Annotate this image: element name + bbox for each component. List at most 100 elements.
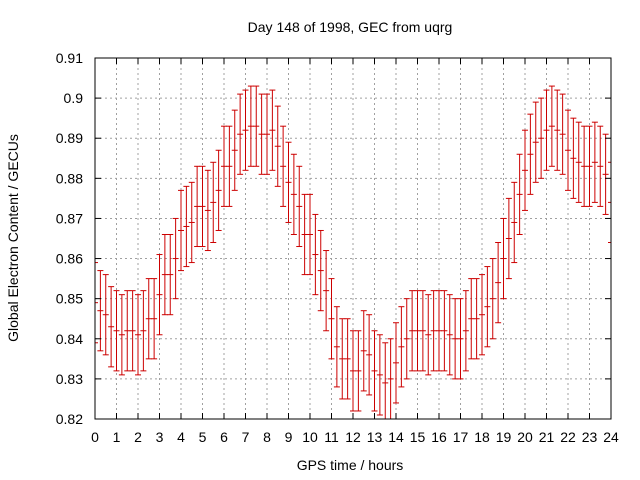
x-tick-label: 18 (474, 429, 490, 445)
error-bar-point (570, 117, 577, 199)
error-bar-point (269, 89, 276, 171)
gec-series (95, 85, 611, 419)
error-bar-point (97, 270, 104, 352)
y-tick-label: 0.87 (56, 210, 83, 226)
error-bar-point (312, 213, 319, 296)
x-tick-label: 19 (496, 429, 512, 445)
error-bar-point (307, 193, 313, 276)
error-bar-point (409, 290, 416, 372)
error-bar-point (376, 334, 383, 416)
error-bar-point (350, 330, 356, 412)
error-bar-point (167, 233, 174, 316)
error-bar-point (215, 149, 222, 231)
error-bar-point (495, 242, 502, 324)
error-bar-point (188, 181, 195, 264)
error-bar-point (366, 314, 373, 396)
x-tick-label: 10 (302, 429, 318, 445)
error-bar-point (344, 318, 351, 400)
x-tick-label: 15 (410, 429, 426, 445)
x-tick-label: 3 (156, 429, 164, 445)
error-bar-point (468, 278, 475, 360)
error-bar-point (581, 125, 588, 207)
error-bar-point (258, 93, 265, 175)
error-bar-point (129, 290, 136, 372)
error-bar-point (419, 290, 426, 372)
error-bar-point (543, 89, 550, 171)
error-bar-point (387, 338, 394, 419)
error-bar-point (328, 278, 335, 360)
y-tick-label: 0.83 (56, 371, 83, 387)
error-bar-point (371, 330, 378, 412)
y-tick-label: 0.9 (64, 90, 84, 106)
y-tick-label: 0.84 (56, 331, 83, 347)
error-bar-point (527, 113, 534, 195)
y-tick-label: 0.86 (56, 251, 83, 267)
x-tick-label: 9 (285, 429, 293, 445)
error-bar-point (505, 197, 512, 280)
x-tick-label: 2 (134, 429, 142, 445)
y-tick-label: 0.85 (56, 291, 83, 307)
error-bar-point (522, 129, 528, 211)
y-tick-label: 0.82 (56, 411, 83, 427)
error-bar-point (317, 229, 324, 312)
error-bar-point (575, 121, 582, 203)
x-tick-label: 21 (539, 429, 555, 445)
error-bar-point (457, 298, 464, 380)
error-bar-point (274, 105, 281, 187)
error-bar-point (538, 97, 545, 179)
error-bar-point (425, 294, 432, 376)
error-bar-point (597, 125, 604, 207)
error-bar-point (221, 125, 227, 207)
error-bar-point (237, 93, 244, 175)
error-bar-point (565, 109, 571, 191)
error-bar-point (479, 274, 485, 356)
error-bar-point (441, 290, 448, 372)
error-bar-point (484, 266, 491, 348)
error-bar-point (323, 250, 330, 332)
error-bar-point (462, 290, 469, 372)
y-tick-label: 0.89 (56, 130, 83, 146)
error-bar-point (452, 298, 459, 380)
x-tick-label: 5 (199, 429, 207, 445)
error-bar-point (500, 217, 507, 300)
error-bar-point (398, 306, 405, 388)
axis-ticks (94, 57, 612, 420)
x-axis-label: GPS time / hours (297, 457, 404, 473)
error-bar-point (516, 153, 523, 235)
error-bar-point (172, 217, 179, 300)
error-bar-point (95, 262, 98, 344)
error-bar-point (559, 93, 566, 175)
error-bar-point (554, 89, 561, 171)
error-bar-point (403, 298, 410, 380)
y-tick-label: 0.91 (56, 50, 83, 66)
error-bar-point (178, 189, 184, 272)
error-bar-point (591, 121, 598, 203)
error-bar-point (489, 258, 496, 340)
error-bar-point (161, 233, 168, 316)
x-tick-label: 11 (324, 429, 339, 445)
x-tick-label: 20 (517, 429, 533, 445)
error-bar-point (199, 165, 206, 248)
error-bar-point (231, 109, 238, 191)
error-bar-point (118, 294, 125, 376)
error-bar-point (280, 125, 287, 207)
error-bar-point (360, 310, 367, 392)
x-tick-label: 13 (367, 429, 383, 445)
x-tick-label: 0 (91, 429, 99, 445)
error-bar-point (242, 89, 249, 171)
error-bar-point (301, 193, 308, 276)
error-bar-point (194, 165, 201, 248)
chart-title: Day 148 of 1998, GEC from uqrg (248, 19, 453, 35)
error-bar-point (102, 274, 109, 356)
error-bar-point (382, 342, 389, 419)
x-tick-label: 8 (263, 429, 271, 445)
y-axis-tick-labels: 0.82 0.83 0.84 0.85 0.86 0.87 0.88 0.89 0.9 0.91 (56, 50, 83, 427)
x-axis-tick-labels: 0 1 2 3 4 5 6 7 8 9 10 11 12 13 14 15 16 17 18 19 20 21 22 23 24 (91, 429, 619, 445)
x-tick-label: 17 (453, 429, 469, 445)
error-bar-point (210, 161, 217, 244)
error-bar-point (608, 161, 611, 244)
error-bar-point (602, 133, 609, 215)
error-bar-point (204, 169, 211, 252)
y-tick-label: 0.88 (56, 170, 83, 186)
